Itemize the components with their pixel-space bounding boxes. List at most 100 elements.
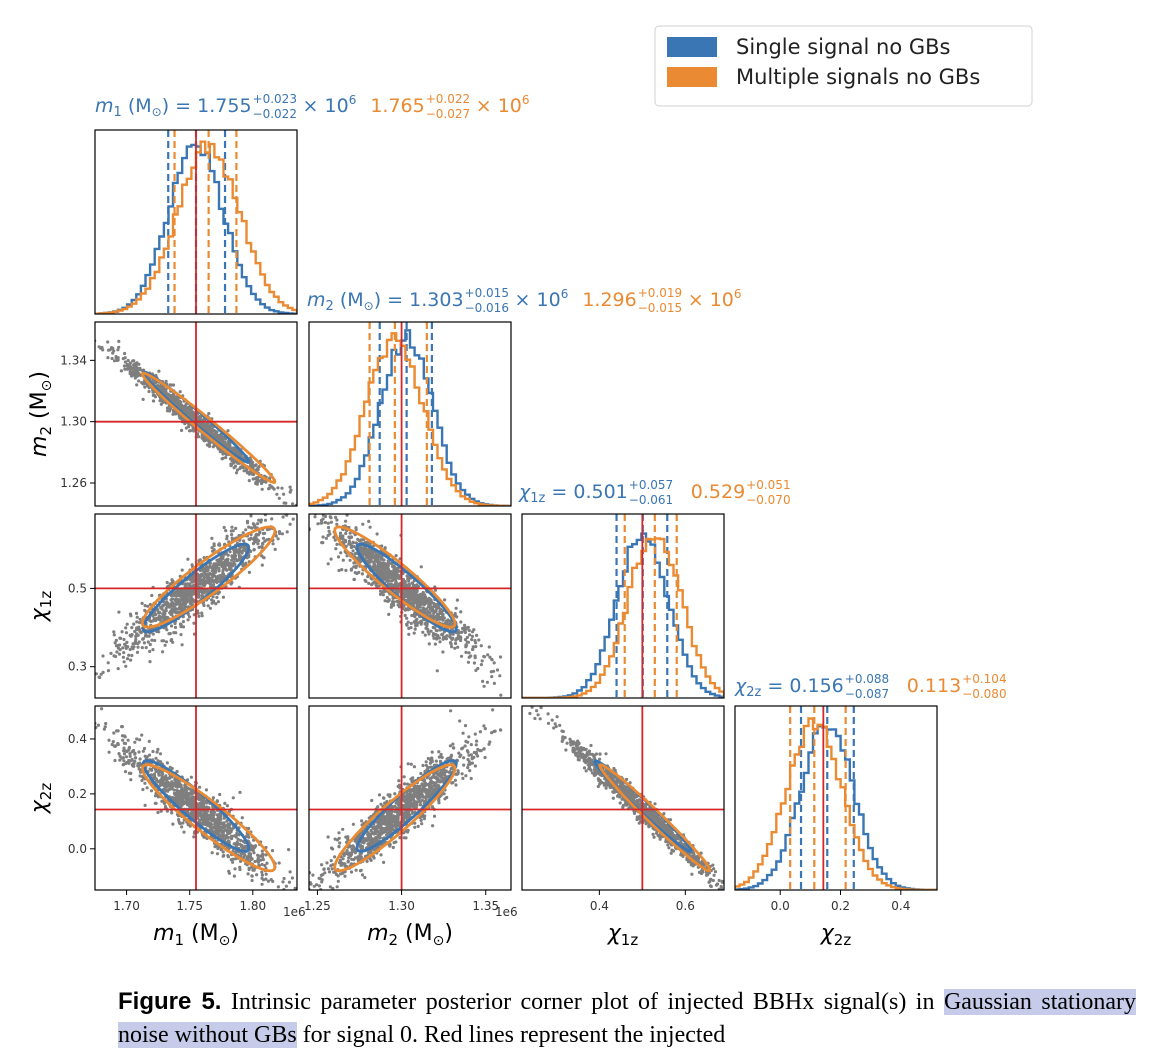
posterior-sample — [356, 537, 360, 542]
posterior-sample — [459, 610, 463, 614]
posterior-sample — [122, 364, 126, 368]
posterior-sample — [413, 584, 417, 589]
posterior-sample — [233, 857, 238, 861]
posterior-sample — [406, 598, 410, 603]
posterior-sample — [354, 565, 358, 570]
posterior-sample — [123, 749, 127, 753]
posterior-sample — [281, 880, 285, 884]
contour-single — [141, 542, 251, 634]
posterior-sample — [234, 526, 238, 531]
posterior-sample — [376, 562, 380, 566]
posterior-sample — [344, 531, 348, 536]
scatter-panel-m2-chi2z — [309, 706, 511, 890]
posterior-sample — [141, 637, 145, 641]
posterior-sample — [246, 872, 250, 876]
posterior-sample — [252, 473, 256, 477]
posterior-sample — [210, 601, 214, 605]
posterior-sample — [228, 564, 232, 568]
posterior-sample — [174, 600, 178, 604]
posterior-sample — [135, 737, 139, 741]
posterior-sample — [247, 570, 251, 575]
posterior-sample — [427, 632, 431, 636]
posterior-sample — [269, 894, 272, 897]
posterior-sample — [239, 844, 243, 848]
posterior-sample — [124, 631, 129, 635]
posterior-sample — [344, 568, 348, 573]
posterior-sample — [183, 584, 187, 589]
posterior-sample — [109, 651, 113, 656]
posterior-sample — [288, 485, 292, 489]
posterior-sample — [130, 653, 134, 658]
posterior-sample — [470, 638, 474, 642]
posterior-sample — [200, 436, 204, 440]
posterior-sample — [467, 651, 471, 655]
posterior-sample — [144, 646, 148, 650]
scatter-panel-m2-chi1z — [302, 490, 511, 698]
posterior-sample — [334, 547, 338, 551]
posterior-sample — [404, 591, 409, 595]
scatter-panel-m1-m2 — [77, 317, 297, 506]
posterior-sample — [181, 625, 186, 629]
posterior-sample — [147, 753, 152, 757]
posterior-sample — [270, 849, 275, 853]
posterior-sample — [168, 396, 172, 400]
posterior-sample — [243, 846, 247, 851]
posterior-sample — [118, 643, 122, 647]
posterior-sample — [179, 594, 183, 598]
posterior-sample — [164, 379, 168, 383]
posterior-sample — [210, 536, 214, 541]
posterior-sample — [169, 624, 174, 628]
posterior-sample — [212, 570, 216, 574]
posterior-sample — [97, 345, 101, 349]
posterior-sample — [207, 411, 211, 416]
posterior-sample — [339, 506, 342, 509]
posterior-sample — [216, 600, 220, 604]
posterior-sample — [239, 465, 243, 469]
posterior-sample — [467, 628, 471, 633]
posterior-sample — [179, 783, 183, 787]
posterior-sample — [325, 507, 328, 510]
posterior-sample — [335, 542, 339, 547]
posterior-sample — [153, 611, 157, 615]
posterior-sample — [319, 518, 324, 522]
posterior-sample — [114, 638, 118, 643]
posterior-sample — [161, 639, 166, 643]
posterior-sample — [155, 750, 159, 754]
posterior-sample — [168, 774, 172, 779]
posterior-sample — [433, 642, 437, 646]
posterior-sample — [170, 787, 174, 791]
posterior-sample — [260, 882, 264, 886]
posterior-sample — [216, 574, 220, 579]
posterior-sample — [280, 532, 284, 536]
posterior-sample — [180, 825, 184, 829]
posterior-sample — [311, 508, 314, 511]
posterior-sample — [226, 553, 230, 557]
posterior-sample — [143, 803, 147, 808]
posterior-sample — [77, 317, 80, 320]
posterior-sample — [264, 872, 268, 876]
posterior-sample — [282, 492, 286, 496]
posterior-sample — [135, 626, 139, 630]
posterior-sample — [175, 788, 179, 792]
posterior-sample — [171, 397, 175, 401]
posterior-sample — [302, 490, 305, 493]
posterior-sample — [316, 522, 320, 526]
posterior-sample — [276, 885, 280, 889]
posterior-sample — [114, 644, 119, 648]
posterior-sample — [126, 358, 130, 363]
posterior-sample — [208, 564, 212, 568]
posterior-sample — [402, 583, 406, 587]
posterior-sample — [89, 706, 92, 709]
posterior-sample — [207, 824, 211, 828]
posterior-sample — [385, 570, 389, 575]
posterior-sample — [359, 538, 363, 542]
posterior-sample — [336, 555, 341, 559]
posterior-sample — [216, 818, 220, 822]
posterior-sample — [158, 760, 162, 764]
posterior-sample — [214, 562, 218, 566]
posterior-sample — [128, 361, 132, 365]
posterior-sample — [149, 767, 153, 772]
posterior-sample — [463, 638, 468, 642]
posterior-sample — [130, 633, 134, 637]
posterior-sample — [188, 615, 192, 619]
